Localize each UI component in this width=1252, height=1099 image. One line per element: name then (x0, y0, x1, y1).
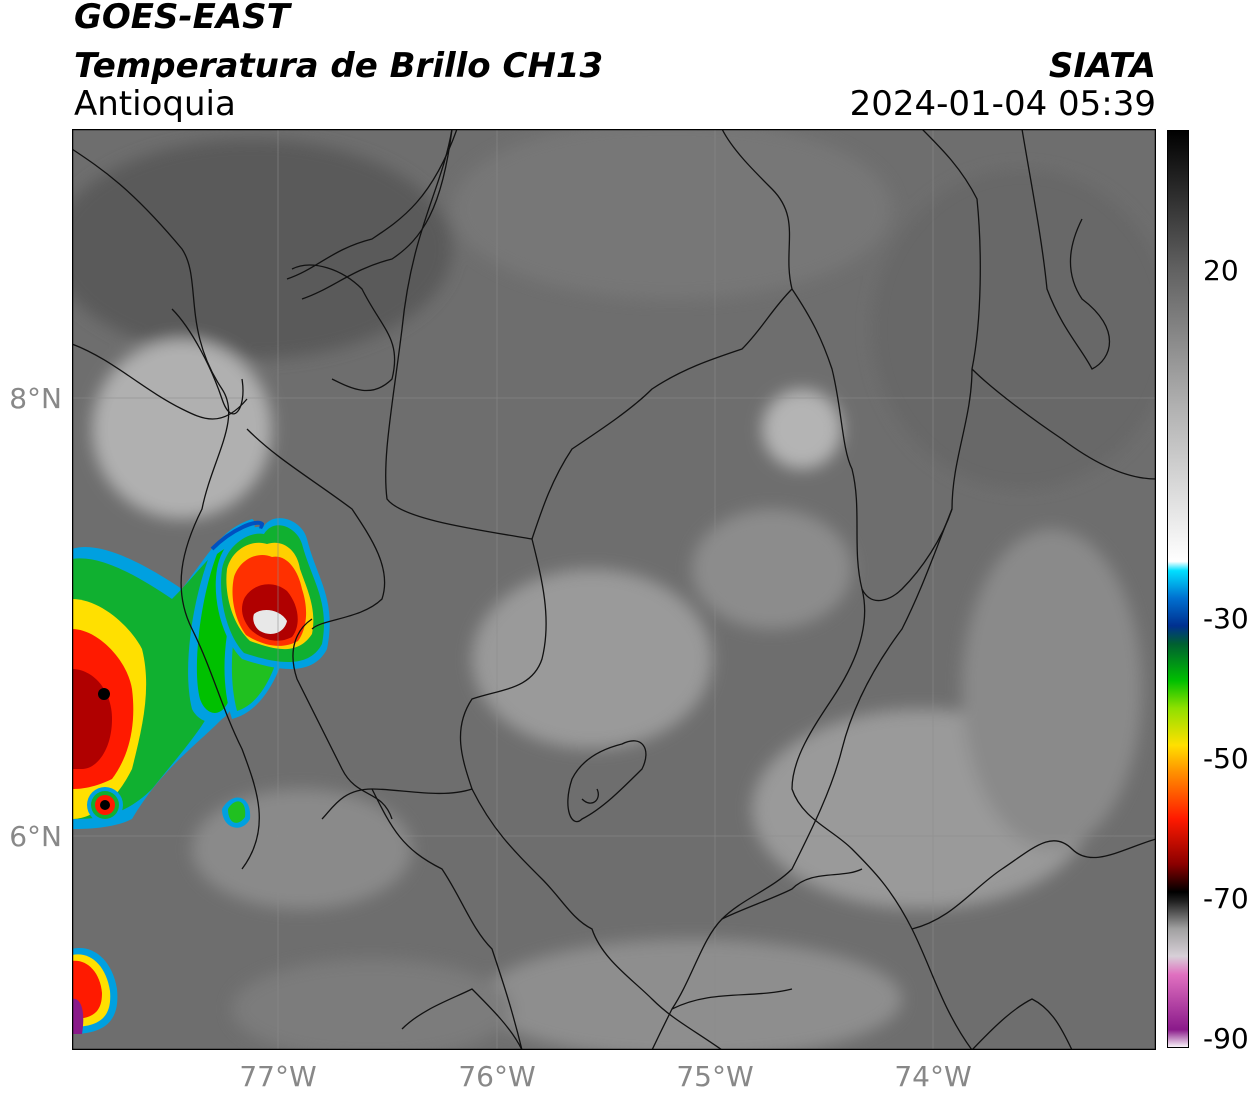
lon-tick-75w: 75°W (676, 1060, 754, 1093)
colorbar-tick-minus50: -50 (1203, 742, 1249, 775)
colorbar (1167, 130, 1189, 1048)
cloud-texture (72, 129, 1156, 1050)
lat-tick-8n: 8°N (9, 382, 62, 415)
map-borders (72, 129, 1156, 1050)
lon-tick-77w: 77°W (239, 1060, 317, 1093)
satellite-title: GOES-EAST (74, 0, 290, 37)
colorbar-tick-minus30: -30 (1203, 602, 1249, 635)
map-gridlines (72, 129, 1156, 1050)
satellite-map (72, 129, 1156, 1050)
brand-label: SIATA (1048, 46, 1156, 86)
lon-tick-76w: 76°W (458, 1060, 536, 1093)
colorbar-tick-20: 20 (1203, 254, 1239, 287)
colorbar-tick-minus70: -70 (1203, 882, 1249, 915)
product-title: Temperatura de Brillo CH13 (74, 46, 604, 86)
region-title: Antioquia (74, 84, 236, 124)
colorbar-tick-minus90: -90 (1203, 1022, 1249, 1055)
lat-tick-6n: 6°N (9, 820, 62, 853)
storm-cells (72, 518, 330, 1034)
lon-tick-74w: 74°W (894, 1060, 972, 1093)
datetime-label: 2024-01-04 05:39 (849, 84, 1156, 124)
